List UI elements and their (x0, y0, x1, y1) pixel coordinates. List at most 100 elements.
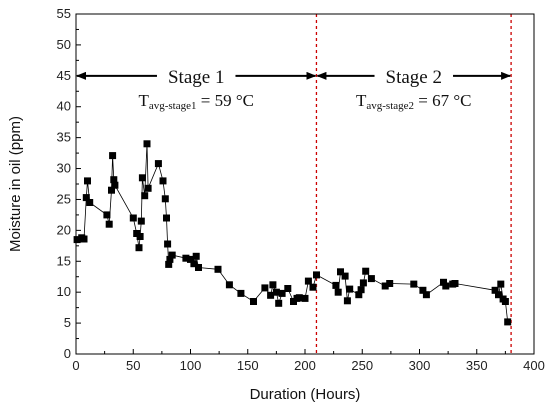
y-tick-label: 50 (57, 37, 71, 52)
y-tick-label: 10 (57, 284, 71, 299)
x-tick-label: 100 (180, 358, 202, 373)
x-tick-label: 250 (351, 358, 373, 373)
data-point (86, 199, 94, 206)
data-point (82, 194, 90, 202)
data-point (381, 282, 389, 290)
y-tick-label: 35 (57, 130, 71, 145)
data-point (250, 298, 257, 305)
data-point (144, 184, 152, 192)
stage-1-label: Stage 1 (168, 67, 224, 88)
data-point (195, 264, 202, 271)
stage-2-label: Stage 2 (386, 67, 442, 88)
data-point (309, 283, 317, 291)
axes: 0 50 100 150 200 250 300 350 400 0 5 10 15 20 25 30 35 40… (57, 6, 545, 373)
data-point (136, 233, 144, 240)
stage-1-temperature: Tavg-stage1 = 59 °C (138, 91, 254, 112)
data-point (80, 235, 88, 243)
x-tick-label: 400 (523, 358, 545, 373)
data-point (440, 278, 447, 286)
y-tick-label: 40 (57, 99, 71, 114)
data-point (108, 186, 115, 194)
data-point (237, 289, 245, 297)
data-point (225, 281, 233, 289)
data-point (163, 214, 170, 222)
data-point (359, 279, 367, 287)
data-point (367, 275, 375, 283)
data-point (182, 254, 190, 262)
stage-boundaries (315, 14, 512, 354)
y-tick-label: 25 (57, 191, 71, 206)
data-point (135, 244, 143, 252)
data-point (451, 280, 459, 287)
x-tick-label: 150 (237, 358, 259, 373)
data-point (269, 281, 277, 289)
plot-frame (75, 13, 535, 355)
data-point (332, 281, 340, 289)
data-point (141, 192, 149, 200)
stage-annotations: Stage 1 Tavg-stage1 = 59 °C Stage 2 Tavg-st… (76, 67, 512, 112)
data-point (334, 288, 342, 296)
y-tick-label: 30 (57, 161, 71, 176)
data-point (442, 282, 450, 290)
data-point (103, 211, 111, 219)
x-tick-label: 300 (409, 358, 431, 373)
data-point (357, 286, 365, 294)
data-point (422, 291, 430, 299)
x-axis-title: Duration (Hours) (250, 386, 361, 403)
data-point (138, 174, 146, 182)
data-point (313, 271, 320, 279)
y-axis-title: Moisture in oil (ppm) (7, 116, 24, 252)
stage-2-temperature: Tavg-stage2 = 67 °C (356, 91, 472, 112)
data-point (337, 268, 344, 276)
series-moisture (73, 140, 512, 326)
data-point (501, 298, 509, 305)
data-point (168, 251, 176, 259)
data-point (284, 285, 292, 292)
data-point (166, 255, 174, 263)
x-tick-label: 200 (294, 358, 316, 373)
y-tick-label: 55 (57, 6, 71, 21)
data-point (190, 260, 198, 268)
data-point (159, 177, 167, 185)
y-tick-label: 45 (57, 68, 71, 83)
data-point (111, 181, 119, 189)
data-point (410, 280, 418, 288)
data-point (110, 176, 118, 184)
data-point (301, 294, 309, 302)
data-point (143, 140, 151, 148)
y-tick-label: 5 (64, 315, 71, 330)
data-point (362, 267, 370, 275)
series-line (76, 143, 509, 322)
x-tick-label: 0 (72, 358, 79, 373)
data-point (272, 288, 280, 296)
y-tick-label: 15 (57, 253, 71, 268)
data-point (341, 272, 349, 280)
data-point (129, 214, 137, 222)
data-point (386, 280, 394, 287)
data-point (109, 152, 117, 160)
x-tick-label: 350 (466, 358, 488, 373)
data-point (304, 277, 312, 285)
data-point (346, 285, 354, 293)
data-point (192, 252, 200, 260)
data-point (355, 291, 363, 299)
data-point (504, 318, 512, 326)
data-point (214, 265, 222, 273)
data-point (267, 291, 275, 299)
data-point (497, 280, 505, 288)
data-point (165, 260, 173, 268)
y-tick-label: 20 (57, 222, 71, 237)
data-point (154, 160, 162, 168)
data-point (343, 297, 351, 305)
data-point (73, 236, 81, 244)
data-point (164, 240, 172, 248)
data-point (161, 195, 169, 203)
data-point (84, 177, 91, 185)
data-point (278, 289, 286, 297)
data-point (187, 255, 194, 263)
data-point (137, 217, 145, 225)
x-tick-label: 50 (126, 358, 140, 373)
data-point (261, 284, 269, 292)
data-point (295, 294, 303, 302)
